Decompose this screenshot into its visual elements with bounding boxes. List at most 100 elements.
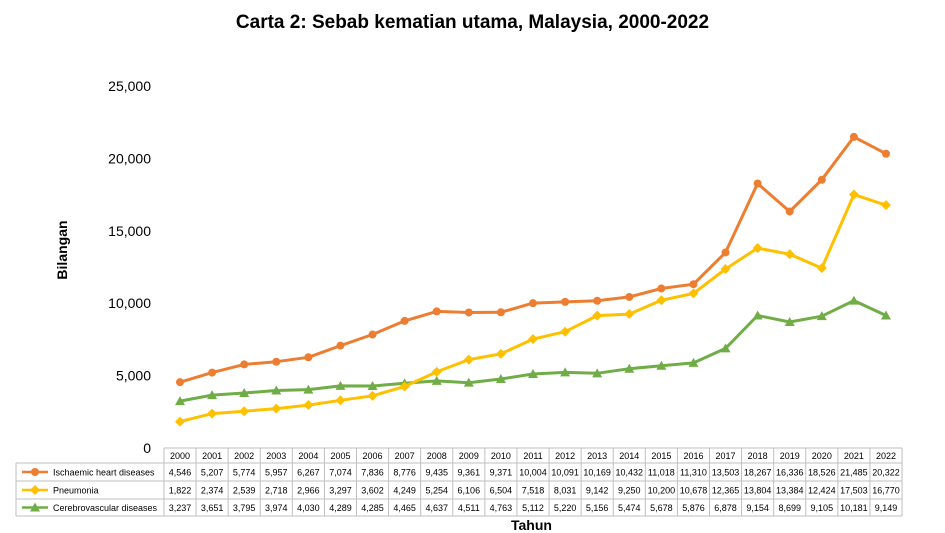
data-point [689,280,698,289]
data-point [496,308,505,317]
data-label: 10,432 [616,468,644,478]
data-point [561,297,570,306]
data-label: 10,004 [519,468,547,478]
data-label: 11,018 [648,468,675,478]
x-tick-label: 2015 [651,451,671,461]
data-label: 5,474 [618,503,641,513]
data-label: 8,699 [778,503,801,513]
data-label: 4,637 [425,503,448,513]
data-label: 5,156 [586,503,609,513]
x-tick-label: 2009 [459,451,479,461]
legend-label: Cerebrovascular diseases [53,503,158,513]
data-label: 13,503 [712,468,740,478]
data-label: 7,074 [329,468,352,478]
data-label: 4,465 [393,503,416,513]
data-label: 21,485 [840,468,868,478]
x-tick-label: 2010 [491,451,511,461]
data-point [336,341,345,350]
legend-label: Pneumonia [53,486,99,496]
data-point [816,311,827,321]
data-point [432,307,441,316]
data-point [784,249,795,260]
series-line-1 [179,193,887,424]
data-label: 4,285 [361,503,384,513]
data-point [239,388,250,398]
legend-marker [31,468,39,476]
data-label: 17,503 [840,486,868,496]
data-label: 4,249 [393,486,416,496]
data-point [624,363,635,373]
data-point [849,132,858,141]
x-tick-label: 2017 [716,451,736,461]
data-point [848,295,859,305]
y-tick-label: 15,000 [108,223,151,239]
data-label: 4,511 [458,503,480,513]
data-label: 4,030 [297,503,320,513]
data-label: 6,106 [458,486,481,496]
data-label: 3,297 [329,486,352,496]
data-label: 3,651 [201,503,224,513]
data-label: 18,526 [808,468,836,478]
data-point [688,357,699,367]
data-label: 13,804 [744,486,772,496]
x-tick-label: 2005 [330,451,350,461]
data-label: 4,546 [169,468,192,478]
series-line-0 [179,135,887,384]
chart-title: Carta 2: Sebab kematian utama, Malaysia,… [235,12,710,33]
y-tick-label: 20,000 [108,150,151,166]
data-point [239,406,250,417]
data-point [240,360,249,369]
data-label: 5,876 [682,503,705,513]
data-point [529,299,537,308]
data-point [303,384,314,394]
data-label: 5,207 [201,468,224,478]
data-point [367,380,378,390]
data-point [720,263,731,274]
x-tick-label: 2016 [683,451,703,461]
data-label: 6,504 [490,486,513,496]
data-point [560,326,571,337]
data-point [721,248,730,257]
data-label: 2,539 [233,486,256,496]
data-point [175,416,185,427]
data-point [368,330,377,339]
x-tick-label: 2001 [202,451,222,461]
data-label: 5,957 [265,468,288,478]
x-tick-label: 2000 [170,451,190,461]
x-tick-label: 2004 [298,451,318,461]
data-label: 6,878 [714,503,737,513]
data-point [176,378,184,387]
data-label: 5,112 [522,503,544,513]
x-tick-label: 2007 [395,451,415,461]
data-point [817,175,826,184]
data-point [335,380,346,390]
data-point [785,207,794,216]
data-label: 8,031 [554,486,577,496]
x-tick-label: 2011 [523,451,542,461]
data-label: 9,154 [746,503,769,513]
data-point [848,189,859,200]
data-point [657,284,666,293]
data-label: 12,424 [808,486,836,496]
data-point [208,368,217,377]
data-label: 3,974 [265,503,288,513]
data-label: 16,770 [872,486,900,496]
data-label: 10,181 [840,503,868,513]
legend-marker [30,502,40,512]
data-point [528,368,538,378]
data-point [624,309,635,320]
data-point [175,396,185,406]
x-tick-label: 2018 [748,451,768,461]
data-label: 7,836 [361,468,384,478]
data-label: 5,220 [554,503,577,513]
data-label: 4,289 [329,503,352,513]
data-point [271,403,282,414]
data-point [495,348,506,359]
data-point [463,354,474,365]
y-tick-label: 10,000 [108,295,151,311]
data-point [882,149,890,158]
data-label: 1,822 [169,486,192,496]
data-label: 10,678 [680,486,708,496]
data-label: 16,336 [776,468,804,478]
data-point [720,343,731,353]
